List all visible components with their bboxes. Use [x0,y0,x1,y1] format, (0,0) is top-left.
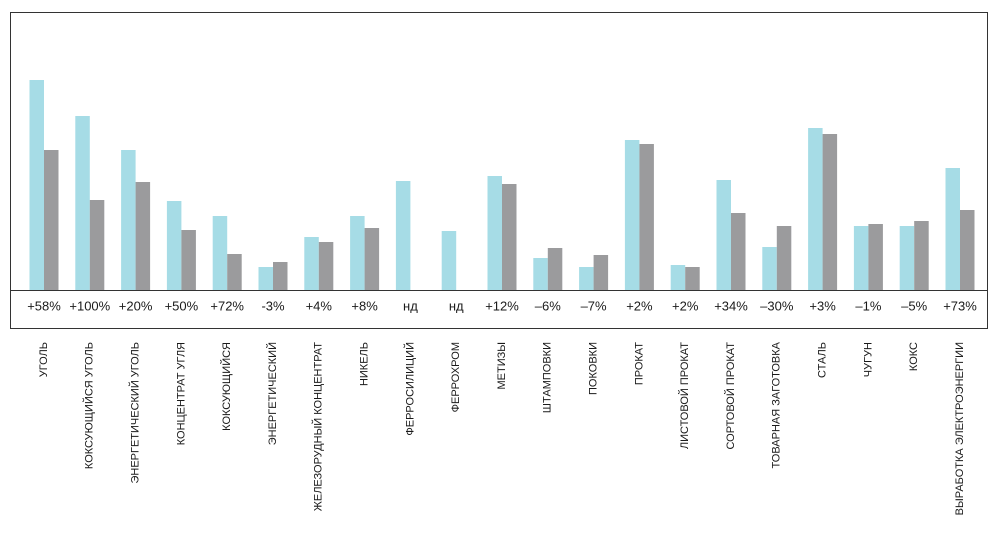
x-tick-label: КОНЦЕНТРАТ УГЛЯ [175,342,187,445]
x-tick-label: ЖЕЛЕЗОРУДНЫЙ КОНЦЕНТРАТ [312,342,325,512]
change-label: +100% [69,298,110,313]
x-tick-label: ШТАМПОВКИ [542,342,554,413]
bar [395,181,411,290]
bar [579,267,594,290]
bar [212,216,228,290]
change-label: +2% [672,298,699,313]
bar [89,200,105,290]
bar [899,226,915,290]
change-label: +50% [165,298,199,313]
bar [181,230,196,290]
bar [868,224,883,290]
bar [624,140,640,290]
change-label: +34% [714,298,748,313]
bar [960,210,975,290]
x-tick-label: ТОВАРНАЯ ЗАГОТОВКА [771,341,783,468]
bar [945,168,960,290]
bar [502,184,517,290]
change-label: нд [449,298,464,313]
bar [121,150,136,290]
bar [670,265,686,290]
bar [441,231,457,290]
x-tick-label: СТАЛЬ [817,342,829,378]
x-tick-label: СОРТОВОЙ ПРОКАТ [724,342,737,450]
bar [685,267,700,290]
x-tick-label: ЛИСТОВОЙ ПРОКАТ [678,342,691,449]
change-label: –7% [581,298,607,313]
bar [350,216,365,290]
x-tick-label: ЧУГУН [862,342,874,377]
change-label: +3% [809,298,836,313]
change-label: –5% [901,298,927,313]
bar [44,150,59,290]
x-tick-label: КОКСУЮЩИЙСЯ [220,342,233,431]
change-label: +20% [119,298,153,313]
bar [273,262,288,290]
bar [304,237,319,290]
bar [318,242,334,290]
change-label: +2% [626,298,653,313]
bar [853,226,869,290]
x-tick-label: МЕТИЗЫ [496,342,508,390]
bar [776,226,792,290]
bar [75,116,90,290]
bar [762,247,777,290]
change-label: +4% [306,298,333,313]
bar [166,201,182,290]
bar [258,267,273,290]
bar [364,228,380,290]
change-label: –6% [535,298,561,313]
bar [639,144,654,290]
change-label: +58% [27,298,61,313]
bar [731,213,746,290]
change-label: -3% [261,298,285,313]
x-tick-label: УГОЛЬ [38,342,50,377]
bar [593,255,609,290]
bar [227,254,242,290]
x-tick-label: ФЕРРОСИЛИЦИЙ [403,342,416,436]
x-tick-label: КОКСУЮЩИЙСЯ УГОЛЬ [83,342,96,469]
bar [808,128,823,290]
bar [822,134,838,290]
change-label: +73% [943,298,977,313]
x-tick-label: ПРОКАТ [633,342,645,385]
bar [487,176,502,290]
x-tick-label: ФЕРРОХРОМ [450,342,462,412]
change-label: +8% [351,298,378,313]
change-label: –30% [760,298,794,313]
frame [10,12,988,329]
bar [914,221,929,290]
change-label: –1% [855,298,881,313]
change-label: +72% [210,298,244,313]
x-tick-label: ПОКОВКИ [588,342,600,395]
change-label: +12% [485,298,519,313]
bar [135,182,151,290]
bar [716,180,731,290]
x-tick-label: ЭНЕРГЕТИЧЕСКИЙ УГОЛЬ [129,342,142,484]
x-tick-label: ВЫРАБОТКА ЭЛЕКТРОЭНЕРГИИ [954,342,966,515]
x-tick-label: КОКС [908,342,920,371]
x-tick-label: ЭНЕРГЕТИЧЕСКИЙ [266,342,279,445]
x-tick-label: НИКЕЛЬ [359,342,371,386]
bar [533,258,548,290]
bar [547,248,563,290]
change-label: нд [403,298,418,313]
bar [29,80,44,290]
